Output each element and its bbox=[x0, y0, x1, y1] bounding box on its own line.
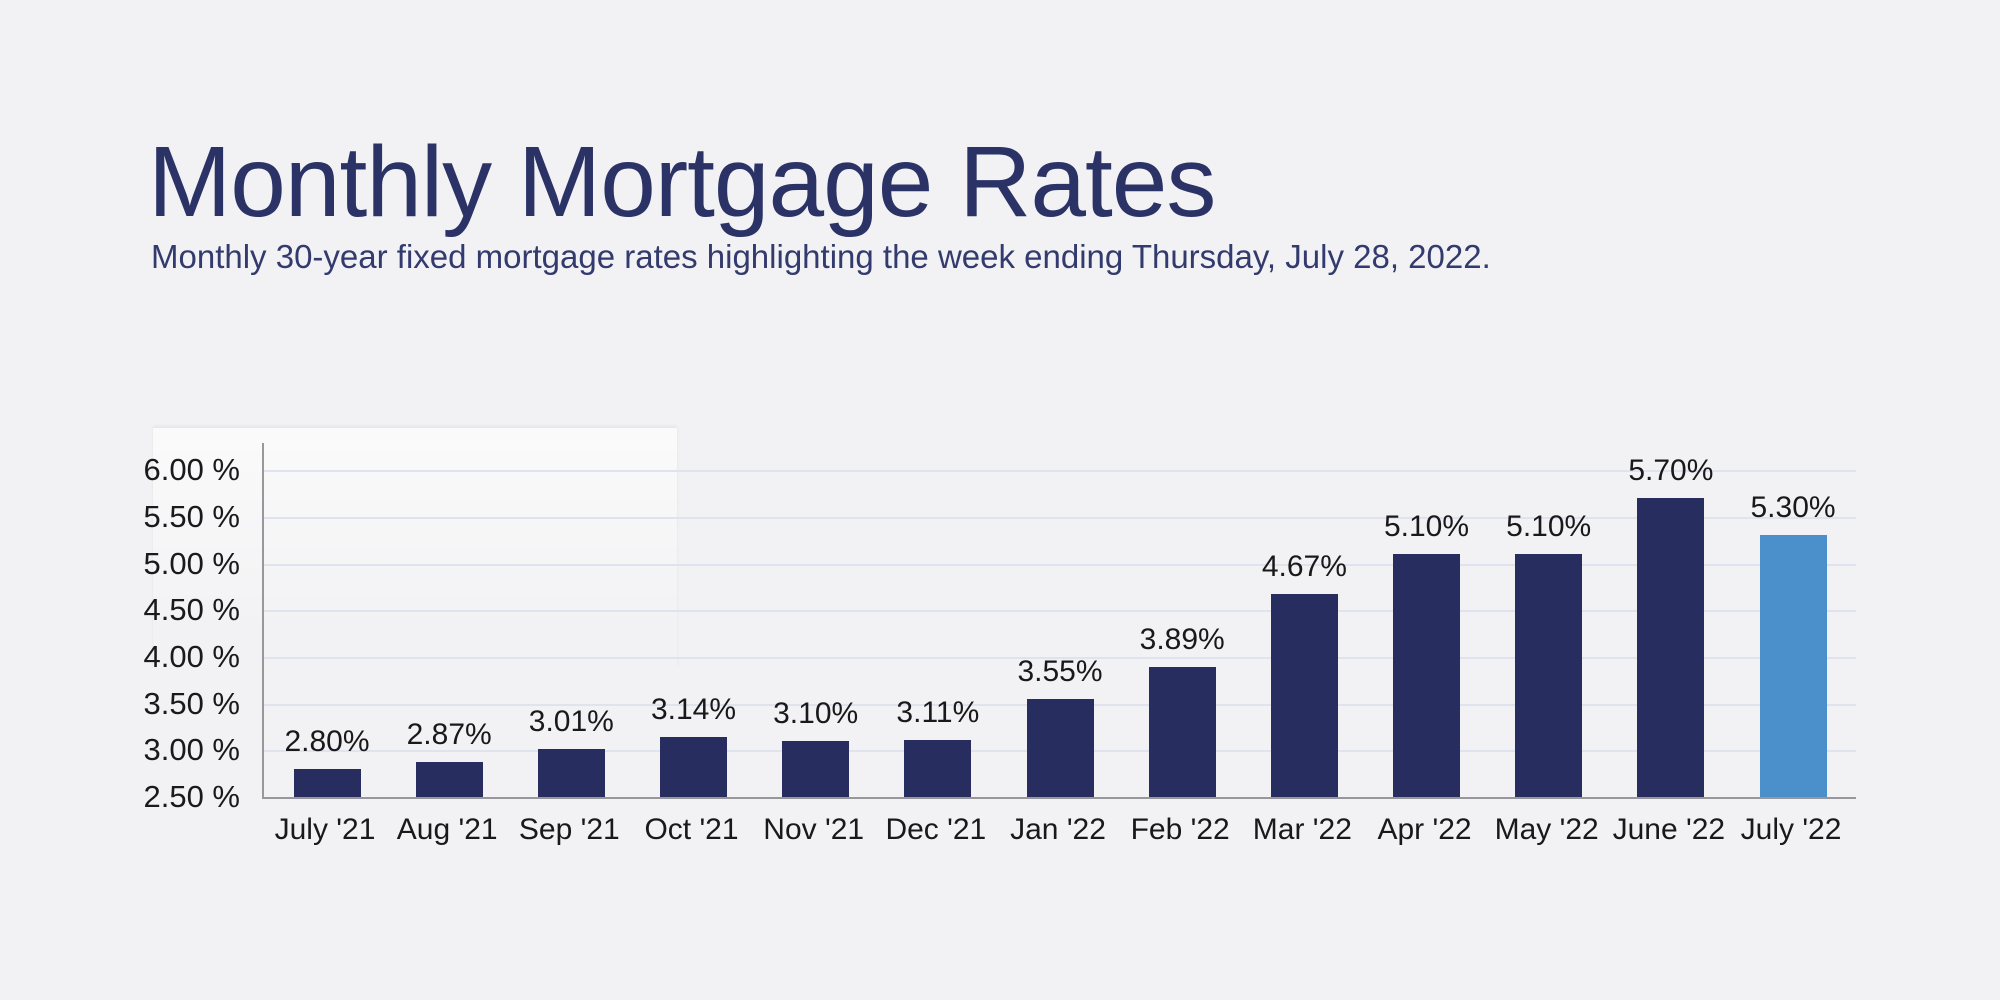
y-axis-tick-label: 4.00 % bbox=[143, 638, 240, 674]
gridline bbox=[264, 656, 1856, 659]
bar-dec-21 bbox=[904, 740, 972, 797]
x-axis-label: May '22 bbox=[1494, 813, 1599, 846]
y-axis-tick-label: 5.50 % bbox=[143, 498, 240, 534]
bar-july-22 bbox=[1759, 535, 1827, 797]
gridline bbox=[264, 516, 1856, 519]
x-axis-label: Nov '21 bbox=[763, 813, 865, 846]
x-axis-label: July '22 bbox=[1740, 813, 1842, 846]
bar-value-label: 4.67% bbox=[1261, 550, 1347, 584]
x-axis-label: Aug '21 bbox=[396, 813, 498, 846]
gridline bbox=[264, 563, 1856, 566]
bar-aug-21 bbox=[415, 762, 483, 797]
bar-apr-22 bbox=[1393, 554, 1461, 797]
bar-value-label: 5.30% bbox=[1750, 491, 1836, 525]
bar-value-label: 3.55% bbox=[1017, 654, 1103, 688]
bar-value-label: 5.10% bbox=[1383, 510, 1470, 544]
bar-nov-21 bbox=[782, 740, 850, 797]
y-axis-tick-label: 5.00 % bbox=[143, 545, 240, 581]
bar-jan-22 bbox=[1026, 698, 1094, 797]
x-axis-label: July '21 bbox=[274, 813, 376, 846]
mortgage-rates-bar-chart: 2.80% 2.87% 3.01% 3.14% 3.10% 3.11% 3.55% 3.89%… bbox=[262, 443, 1856, 799]
x-axis-label: Oct '21 bbox=[644, 813, 739, 846]
bar-value-label: 3.01% bbox=[528, 705, 614, 739]
bar-feb-22 bbox=[1148, 667, 1216, 797]
bar-sep-21 bbox=[537, 749, 605, 797]
bar-value-label: 3.89% bbox=[1139, 623, 1225, 657]
x-axis-label: Apr '22 bbox=[1377, 813, 1472, 846]
bar-value-label: 2.80% bbox=[284, 724, 370, 758]
x-axis-label: Jan '22 bbox=[1010, 813, 1106, 846]
bar-july-21 bbox=[293, 768, 361, 797]
bar-value-label: 5.70% bbox=[1628, 454, 1714, 488]
bar-value-label: 3.10% bbox=[773, 696, 859, 730]
x-axis-label: Sep '21 bbox=[518, 813, 620, 846]
page-title: Monthly Mortgage Rates bbox=[148, 126, 1216, 238]
bar-value-label: 3.14% bbox=[650, 693, 737, 727]
x-axis-label: June '22 bbox=[1612, 813, 1726, 846]
x-axis-label: Dec '21 bbox=[885, 813, 987, 846]
y-axis-tick-label: 3.50 % bbox=[143, 685, 240, 721]
bar-may-22 bbox=[1515, 554, 1583, 797]
gridline bbox=[264, 470, 1856, 473]
page-subtitle: Monthly 30-year fixed mortgage rates hig… bbox=[151, 238, 1491, 275]
x-axis-label: Mar '22 bbox=[1252, 813, 1352, 846]
x-axis-label: Feb '22 bbox=[1130, 813, 1230, 846]
bar-oct-21 bbox=[660, 737, 727, 797]
bar-value-label: 3.11% bbox=[896, 696, 980, 730]
bar-june-22 bbox=[1637, 498, 1705, 797]
y-axis-tick-label: 6.00 % bbox=[143, 452, 240, 488]
y-axis-tick-label: 2.50 % bbox=[143, 779, 240, 814]
bar-value-label: 2.87% bbox=[406, 718, 492, 752]
y-axis-tick-label: 4.50 % bbox=[143, 592, 240, 628]
y-axis-tick-label: 3.00 % bbox=[143, 732, 240, 768]
bar-value-label: 5.10% bbox=[1506, 510, 1592, 544]
bar-mar-22 bbox=[1270, 594, 1338, 797]
gridline bbox=[264, 610, 1856, 613]
